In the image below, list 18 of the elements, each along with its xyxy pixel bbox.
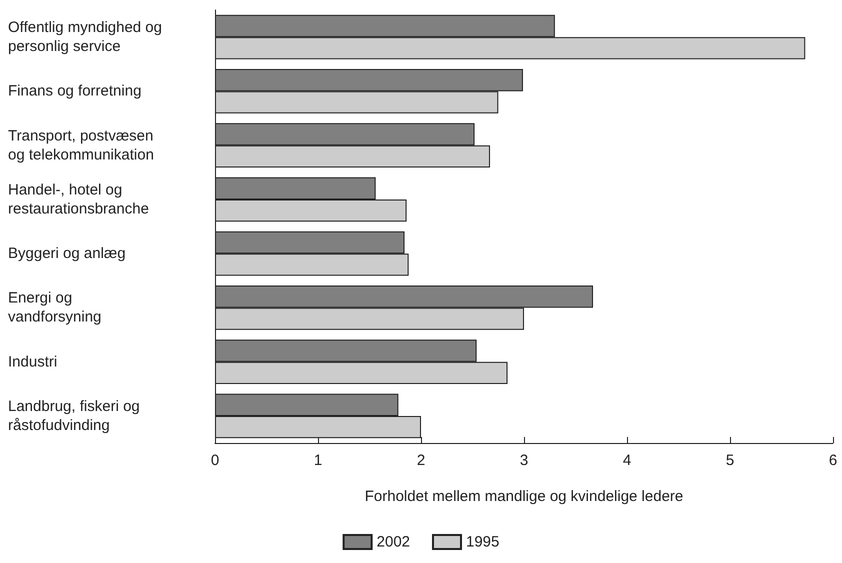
- x-tick-label: 4: [622, 452, 632, 469]
- y-tick-label: Landbrug, fiskeri og råstofudvinding: [8, 398, 140, 434]
- x-tick-label: 2: [416, 452, 426, 469]
- y-tick-label: Industri: [8, 353, 58, 370]
- y-tick-label: Transport, postvæsen og telekommunikation: [8, 127, 154, 164]
- legend-label: 1995: [466, 534, 500, 550]
- y-tick-label: Energi og vandforsyning: [8, 290, 102, 326]
- y-tick-label: Offentlig myndighed og personlig service: [8, 19, 162, 56]
- y-tick-label: Handel-, hotel og restaurationsbranche: [8, 181, 149, 218]
- y-tick-label: Byggeri og anlæg: [8, 245, 126, 262]
- x-tick-label: 3: [520, 452, 528, 469]
- x-tick-label: 0: [210, 452, 220, 469]
- x-tick-label: 6: [828, 452, 838, 469]
- y-tick-label: Finans og forretning: [8, 82, 142, 100]
- x-tick-label: 1: [314, 452, 322, 469]
- x-axis-title: Forholdet mellem mandlige og kvindelige ledere: [364, 488, 684, 505]
- legend-label: 2002: [376, 534, 410, 550]
- x-tick-label: 5: [726, 452, 734, 469]
